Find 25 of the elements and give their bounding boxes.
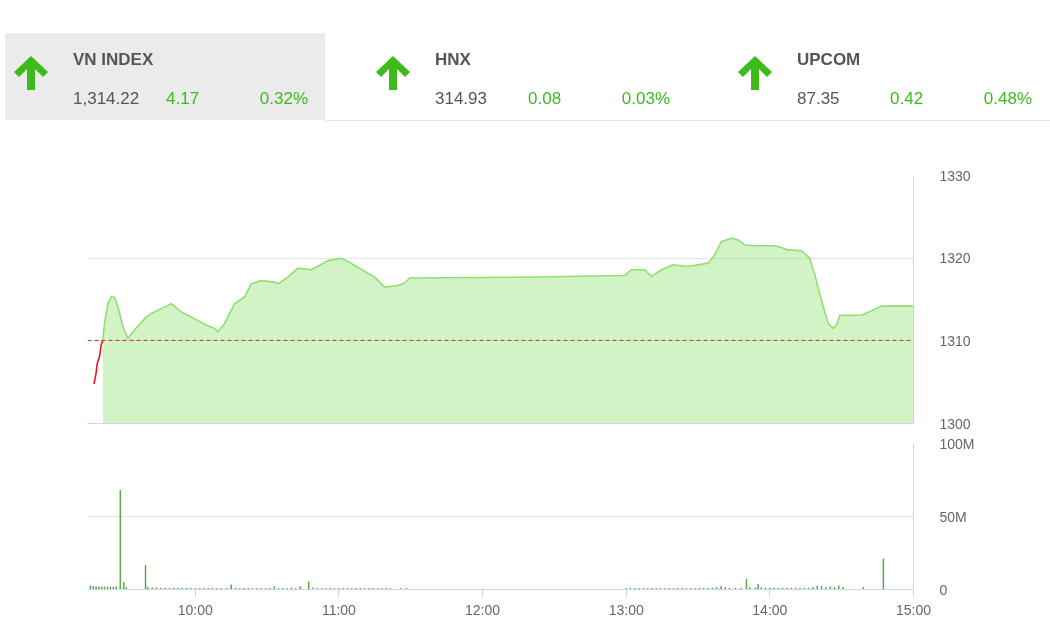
x-tick-label: 11:00	[321, 601, 357, 618]
text: 314.93	[435, 88, 487, 110]
x-tick-label: 15:00	[895, 601, 932, 618]
text: 4.17	[166, 88, 200, 110]
y-tick-label: 1300	[939, 415, 971, 432]
y-tick-label: 100M	[939, 435, 975, 452]
text: UPCOM	[797, 49, 861, 71]
text: HNX	[435, 49, 471, 71]
y-tick-label: 1320	[939, 250, 971, 267]
text: 0.42	[890, 88, 924, 110]
y-tick-label: 0	[939, 581, 948, 598]
text: 0.48%	[983, 88, 1032, 110]
x-tick-label: 12:00	[465, 601, 501, 618]
x-tick-label: 10:00	[177, 601, 213, 618]
x-tick-label: 14:00	[752, 601, 788, 618]
text: 0.03%	[621, 88, 670, 110]
y-tick-label: 1330	[939, 167, 971, 184]
y-tick-label: 50M	[939, 508, 967, 525]
text: 87.35	[797, 88, 840, 110]
text: 1,314.22	[73, 88, 140, 110]
text: VN INDEX	[73, 49, 154, 71]
text: 0.08	[528, 88, 562, 110]
x-tick-label: 13:00	[608, 601, 644, 618]
y-tick-label: 1310	[939, 332, 971, 349]
text: 0.32%	[259, 88, 308, 110]
